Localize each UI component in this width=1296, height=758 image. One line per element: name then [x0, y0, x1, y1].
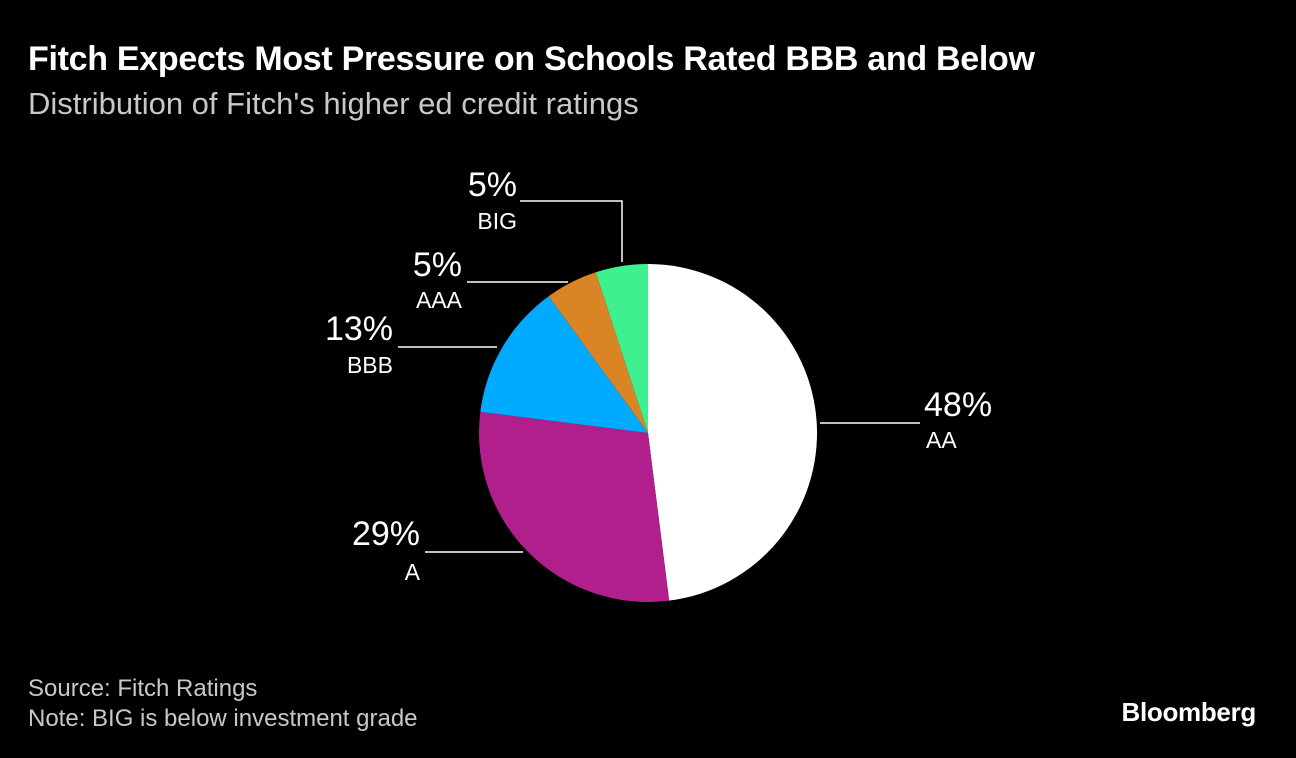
data-label-aaa: 5% — [413, 246, 462, 284]
pie-slice-a — [478, 411, 670, 603]
source-note: Source: Fitch Ratings — [28, 675, 258, 702]
pie-slice-aaa — [548, 272, 648, 433]
category-label-aaa: AAA — [416, 287, 463, 313]
pie-slices — [478, 263, 818, 603]
bloomberg-logo: Bloomberg — [1121, 697, 1256, 727]
leader-line-big — [520, 200, 623, 262]
data-label-aa: 48% — [924, 386, 992, 424]
category-label-a: A — [405, 559, 421, 585]
data-label-bbb: 13% — [325, 310, 393, 348]
category-label-big: BIG — [477, 208, 517, 234]
pie-slice-bbb — [480, 296, 648, 433]
pie-labels: 48% AA 29% A 13% BBB 5% AAA 5% BIG — [325, 166, 992, 585]
pie-slice-aa — [648, 263, 818, 601]
category-label-aa: AA — [926, 427, 957, 453]
chart-footer: Source: Fitch Ratings Note: BIG is below… — [28, 674, 418, 734]
data-label-a: 29% — [352, 515, 420, 553]
chart-title: Fitch Expects Most Pressure on Schools R… — [28, 40, 1035, 78]
data-label-big: 5% — [468, 166, 517, 204]
pie-slice-big — [595, 264, 648, 433]
category-label-bbb: BBB — [347, 352, 393, 378]
chart-subtitle: Distribution of Fitch's higher ed credit… — [28, 86, 639, 121]
footnote: Note: BIG is below investment grade — [28, 705, 418, 732]
